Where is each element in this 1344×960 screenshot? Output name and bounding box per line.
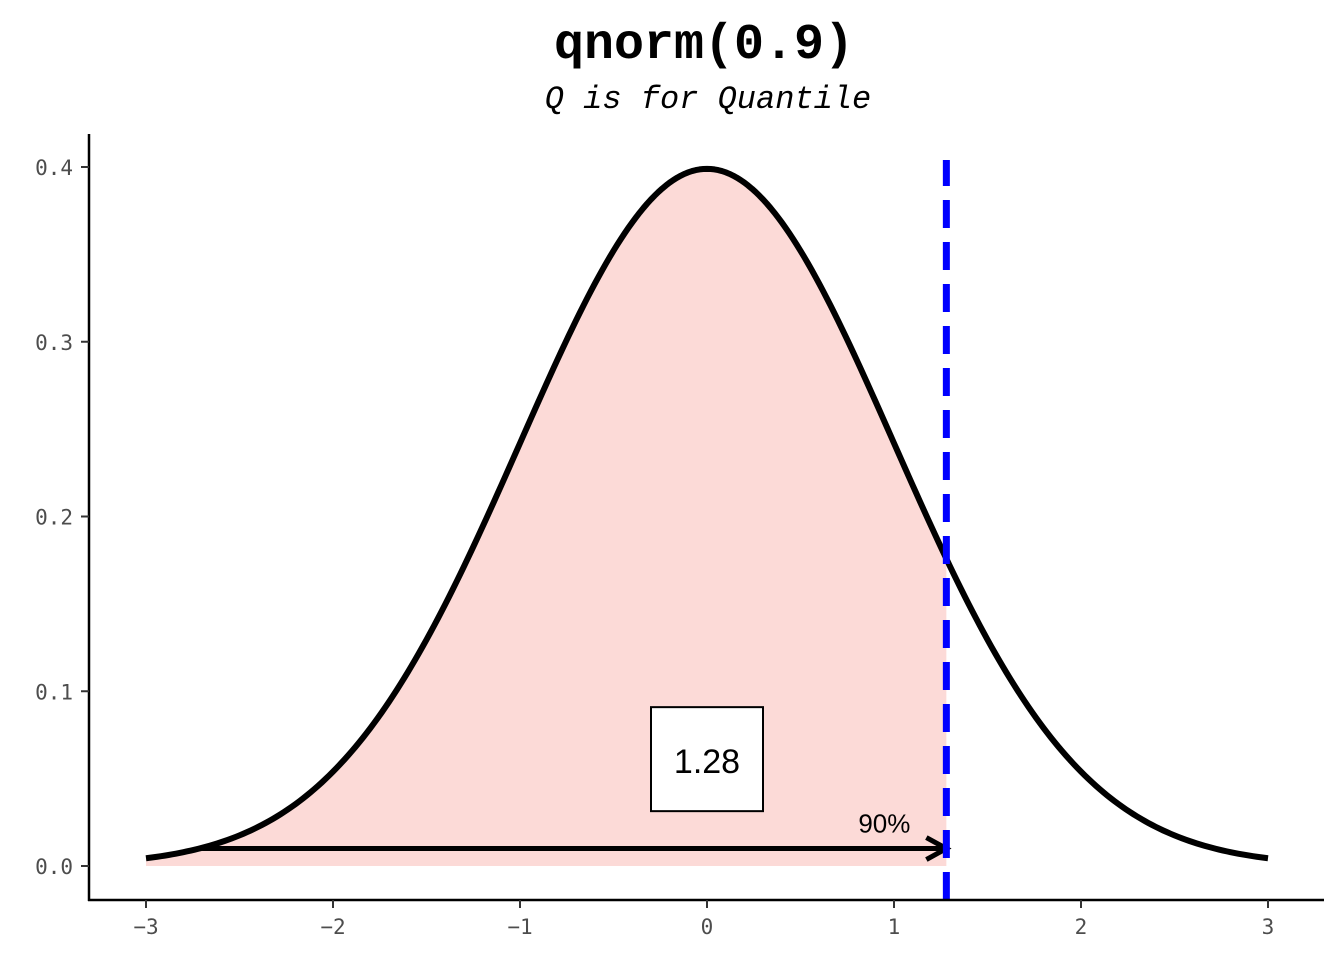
shaded-area [146,168,947,867]
plot-area: 90% 1.28 −3 −2 −1 0 1 2 3 0.0 0.1 0.2 0.3 0.4 [35,134,1324,939]
x-tick-label: 2 [1075,915,1088,939]
y-tick-label: 0.3 [35,331,73,355]
y-tick-label: 0.0 [35,855,73,879]
annotation-label: 1.28 [674,743,740,781]
x-tick-label: −1 [507,915,532,939]
x-tick-label: 1 [888,915,901,939]
arrow-label: 90% [858,809,910,839]
x-tick-label: 3 [1262,915,1275,939]
x-tick-label: −3 [133,915,158,939]
y-tick-label: 0.4 [35,156,73,180]
chart-title: qnorm(0.9) [554,17,854,74]
y-tick-label: 0.1 [35,680,73,704]
density-curve [145,165,1269,862]
y-tick-label: 0.2 [35,506,73,530]
chart-subtitle: Q is for Quantile [545,81,871,118]
x-tick-label: 0 [701,915,714,939]
annotation-box [650,706,764,813]
x-tick-label: −2 [320,915,345,939]
